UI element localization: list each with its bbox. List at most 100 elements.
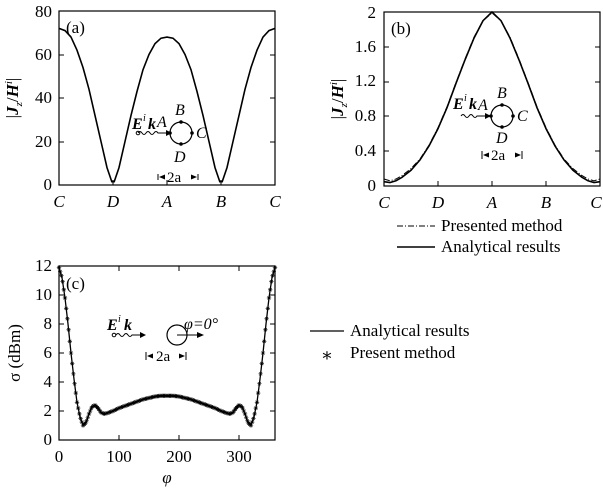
present-method-marker — [98, 410, 104, 415]
present-method-marker — [68, 350, 74, 356]
present-method-marker — [79, 419, 84, 425]
inset-b-pt-b: B — [497, 85, 507, 102]
inset-b-dim: 2a — [491, 148, 506, 164]
present-method-marker — [215, 407, 220, 412]
present-method-marker — [100, 410, 105, 416]
panel-a-yticks: 0 20 40 60 80 — [35, 2, 275, 194]
present-method-marker — [232, 408, 237, 413]
inset-c-i: i — [118, 314, 121, 325]
present-method-marker — [97, 408, 102, 413]
panel-b-ytick: 1.2 — [355, 71, 376, 90]
panel-a-xtick-b: B — [216, 192, 227, 211]
present-method-marker — [78, 416, 83, 421]
inset-c-angle: φ=0° — [184, 316, 219, 333]
panel-c-inset: E i k φ=0° 2a — [106, 314, 219, 365]
panel-a-xtick-d: D — [106, 192, 120, 211]
panel-b-analytical-line — [383, 10, 601, 184]
panel-a: (a) 0 20 40 60 80 C D A B C |Jz/Hi| — [3, 2, 281, 211]
present-method-marker — [193, 398, 198, 404]
panel-a-ytick: 20 — [35, 132, 52, 151]
present-method-marker — [265, 306, 270, 311]
present-method-marker — [211, 405, 216, 410]
present-method-marker — [229, 410, 234, 416]
present-method-marker — [258, 371, 263, 377]
present-method-marker — [216, 407, 221, 413]
present-method-marker — [268, 287, 273, 292]
inset-a-e: E — [131, 116, 143, 133]
present-method-marker — [245, 418, 250, 424]
present-method-marker — [127, 401, 132, 407]
panel-c-ytick: 8 — [44, 314, 53, 333]
panel-b-presented-method-line — [383, 12, 601, 182]
legend-b: Presented method Analytical results — [397, 216, 563, 256]
present-method-marker — [190, 397, 195, 403]
present-method-marker — [241, 408, 246, 414]
present-method-marker — [244, 415, 249, 420]
present-method-marker — [272, 265, 278, 270]
inset-b-pt-d: D — [495, 130, 508, 147]
present-method-marker — [76, 405, 81, 411]
panel-c-ytick: 6 — [44, 343, 53, 362]
panel-c: (c) 0 2 4 6 8 10 12 0 100 200 300 — [5, 256, 278, 487]
panel-a-xtick-c1: C — [53, 192, 65, 211]
panel-b-xtick-b: B — [541, 193, 552, 212]
present-method-marker — [217, 408, 222, 413]
present-method-marker — [62, 295, 68, 301]
panel-b: (b) 0 0.4 0.8 1.2 1.6 2 C D A B C — [328, 3, 602, 212]
panel-b-xtick-a: A — [486, 193, 498, 212]
present-method-marker — [220, 409, 225, 414]
present-method-marker — [66, 327, 71, 332]
present-method-marker — [132, 400, 137, 405]
panel-c-xtick: 100 — [106, 447, 132, 466]
panel-c-label: (c) — [66, 274, 85, 293]
present-method-marker — [256, 390, 261, 396]
legend-c-present-marker: ∗ — [321, 345, 333, 365]
present-method-marker — [72, 381, 77, 386]
panel-c-xtick: 0 — [55, 447, 64, 466]
present-method-marker — [90, 404, 95, 409]
legend-b-presented-label: Presented method — [441, 216, 563, 235]
present-method-marker — [74, 400, 80, 405]
panel-a-ylabel: |Jz/Hi| — [3, 78, 25, 119]
present-method-marker — [250, 419, 255, 425]
present-method-marker — [73, 390, 78, 396]
present-method-marker — [236, 403, 242, 408]
legend-c-analytical-label: Analytical results — [350, 321, 469, 340]
panel-c-ytick: 2 — [44, 401, 53, 420]
present-method-marker — [239, 404, 244, 409]
panel-c-ytick: 12 — [35, 256, 52, 275]
present-method-marker — [240, 405, 245, 411]
present-method-marker — [205, 403, 210, 408]
inset-b-circle — [490, 104, 514, 128]
present-method-marker — [84, 418, 89, 424]
panel-b-ytick: 2 — [368, 3, 377, 22]
inset-b-pt-a: A — [477, 97, 488, 114]
present-method-marker — [125, 402, 130, 408]
present-method-marker — [203, 402, 208, 407]
panel-b-ytick: 1.6 — [355, 37, 376, 56]
inset-a-pt-a: A — [156, 114, 167, 131]
present-method-marker — [116, 405, 122, 411]
present-method-marker — [212, 405, 218, 411]
present-method-marker — [208, 404, 213, 409]
present-method-marker — [88, 408, 93, 414]
present-method-marker — [64, 306, 69, 311]
present-method-marker — [198, 400, 203, 406]
present-method-marker — [242, 411, 248, 417]
present-method-marker — [248, 423, 254, 428]
inset-b-i: i — [464, 93, 467, 104]
panel-c-xtick: 300 — [226, 447, 252, 466]
present-method-marker — [70, 361, 75, 366]
panel-c-ytick: 4 — [44, 372, 53, 391]
inset-a-pt-b: B — [175, 102, 185, 119]
inset-c-k: k — [124, 317, 132, 334]
present-method-marker — [56, 265, 62, 270]
present-method-marker — [188, 397, 194, 402]
panel-b-yticks: 0 0.4 0.8 1.2 1.6 2 — [355, 3, 600, 195]
present-method-marker — [136, 398, 141, 404]
panel-c-xlabel: φ — [162, 468, 171, 487]
present-method-marker — [199, 401, 204, 406]
present-method-marker — [133, 399, 138, 405]
inset-a-pt-d: D — [173, 149, 186, 166]
present-method-marker — [83, 420, 88, 426]
